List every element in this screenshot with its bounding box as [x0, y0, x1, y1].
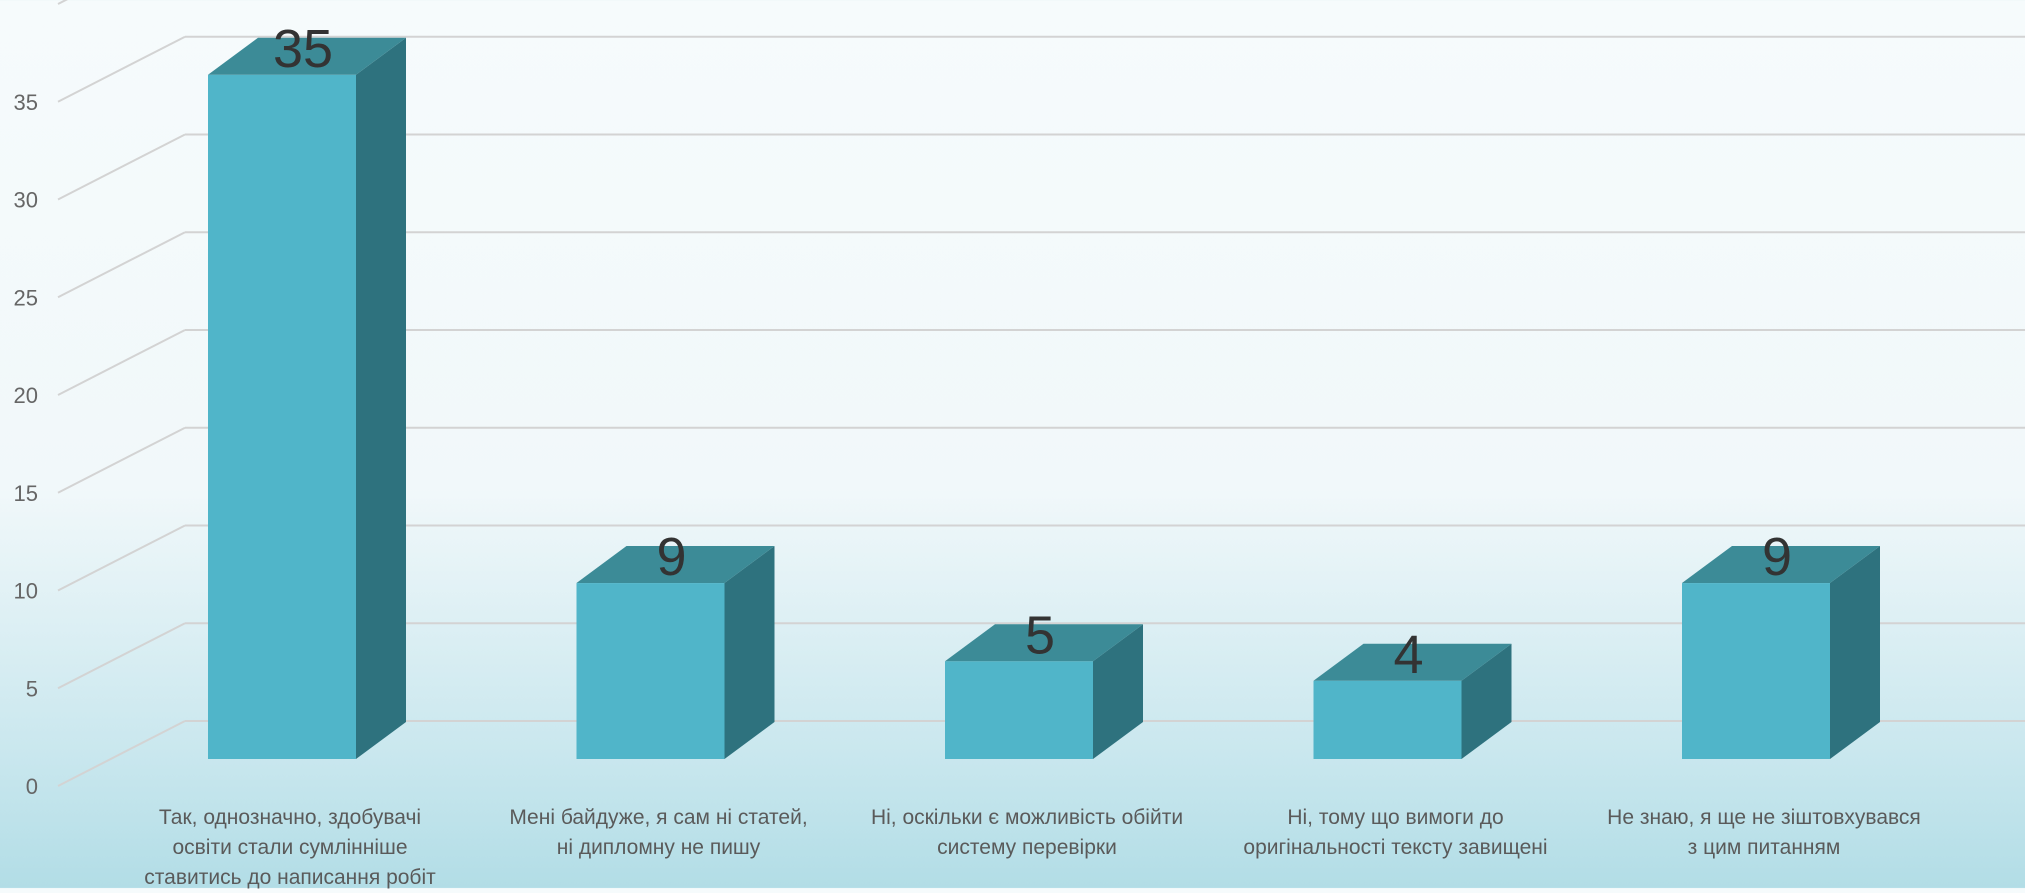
y-tick-label: 10 [14, 579, 38, 604]
data-label: 4 [1393, 625, 1423, 685]
gridline-diagonal [57, 720, 186, 787]
bar-front [1313, 680, 1462, 759]
data-labels: 35 9 5 4 9 [273, 19, 1792, 685]
bar-side [1830, 546, 1880, 759]
bar-front [576, 583, 725, 759]
bar-side [724, 546, 775, 759]
gridline-diagonal [57, 231, 186, 299]
y-tick-label: 0 [26, 774, 38, 799]
x-tick-label: Ні, тому що вимоги до оригінальності тек… [1243, 806, 1548, 859]
gridline-diagonal [57, 133, 186, 201]
bar-side [1461, 643, 1512, 759]
x-tick-label: Так, однозначно, здобувачі освіти стали … [144, 806, 436, 889]
data-label: 9 [1762, 527, 1792, 587]
bar [1682, 546, 1880, 759]
bar-front [945, 661, 1093, 759]
gridline-diagonal [57, 622, 186, 690]
x-tick-label: Мені байдуже, я сам ні статей, ні диплом… [509, 806, 808, 859]
y-tick-label: 30 [14, 188, 38, 213]
data-label: 9 [656, 527, 686, 587]
bar-top [945, 624, 1143, 662]
bar [1313, 643, 1512, 759]
gridline-diagonal [57, 426, 186, 494]
gridline-diagonal [57, 524, 186, 592]
bar-top [576, 546, 775, 584]
bar-front [1682, 583, 1830, 759]
y-tick-label: 25 [14, 285, 38, 310]
bar-side [356, 37, 406, 759]
bar-top [208, 37, 406, 75]
y-axis: 0 5 10 15 20 25 30 35 [14, 90, 38, 799]
gridline-diagonal [57, 35, 186, 103]
bar [208, 37, 406, 759]
bar-top [1313, 643, 1512, 681]
y-tick-label: 5 [26, 676, 38, 701]
bar-side [1093, 624, 1143, 759]
data-label: 35 [273, 19, 333, 79]
gridlines [57, 0, 2025, 787]
bar-front [208, 74, 356, 759]
bar-top [1682, 546, 1880, 584]
bar [945, 624, 1143, 759]
y-tick-label: 15 [14, 481, 38, 506]
bar [576, 546, 775, 759]
x-tick-label: Не знаю, я ще не зіштовхувався з цим пит… [1607, 806, 1921, 859]
gridline-diagonal [57, 329, 186, 396]
bars [208, 37, 1880, 759]
y-tick-label: 35 [14, 90, 38, 115]
x-tick-label: Ні, оскільки є можливість обійти систему… [870, 806, 1184, 859]
data-label: 5 [1025, 605, 1055, 665]
y-tick-label: 20 [14, 383, 38, 408]
gridline-diagonal [57, 0, 69, 5]
